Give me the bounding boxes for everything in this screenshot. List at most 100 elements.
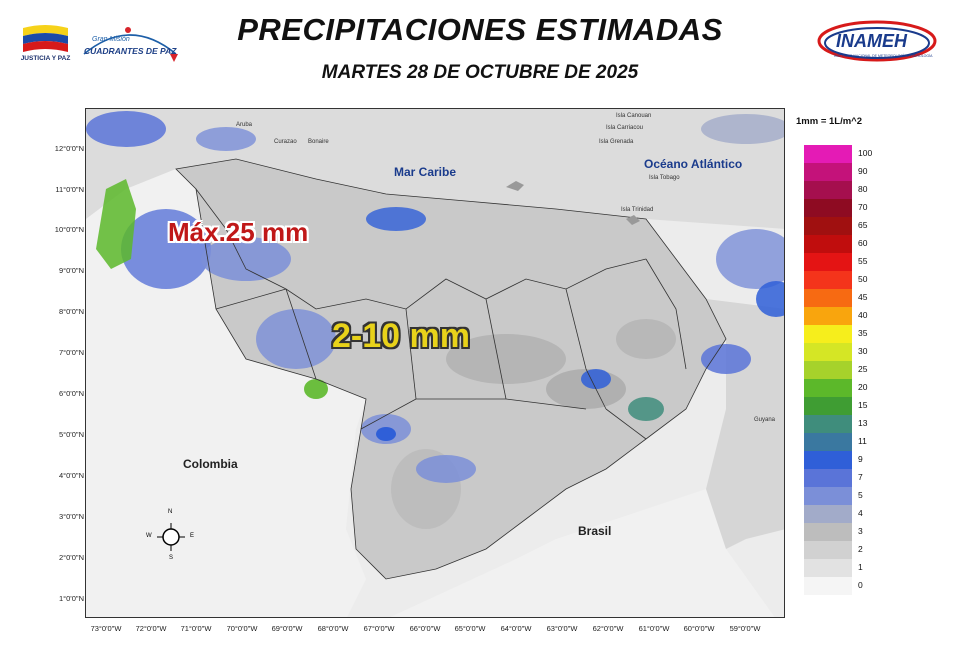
- legend-item: 60: [804, 235, 867, 253]
- precipitation-map: Mar Caribe Océano Atlántico Colombia Bra…: [85, 108, 785, 618]
- lon-label: 63°0'0"W: [546, 624, 578, 633]
- legend-swatch: [804, 379, 852, 397]
- lon-label: 71°0'0"W: [180, 624, 212, 633]
- legend-swatch: [804, 181, 852, 199]
- range-precipitation-label: 2-10 mm: [332, 317, 470, 355]
- lat-label: 5°0'0"N: [58, 430, 84, 439]
- legend-swatch: [804, 523, 852, 541]
- legend-label: 35: [858, 328, 868, 338]
- compass-n: N: [168, 509, 173, 515]
- lon-label: 60°0'0"W: [683, 624, 715, 633]
- lat-label: 7°0'0"N: [58, 348, 84, 357]
- legend-item: 100: [804, 145, 872, 163]
- lat-label: 11°0'0"N: [55, 185, 84, 194]
- legend-item: 15: [804, 397, 867, 415]
- legend-swatch: [804, 253, 852, 271]
- island-label: Aruba: [236, 122, 253, 128]
- lon-label: 65°0'0"W: [454, 624, 486, 633]
- justicia-y-paz-logo: JUSTICIA Y PAZ: [18, 22, 73, 70]
- legend-item: 80: [804, 181, 867, 199]
- legend-item: 55: [804, 253, 867, 271]
- legend-item: 90: [804, 163, 867, 181]
- legend-item: 20: [804, 379, 867, 397]
- lat-label: 6°0'0"N: [58, 389, 84, 398]
- legend-label: 15: [858, 400, 868, 410]
- legend-label: 5: [858, 490, 863, 500]
- island-label: Isla Canouan: [616, 113, 652, 119]
- cuadrantes-de-paz-logo: Gran Misión CUADRANTES DE PAZ: [80, 24, 180, 68]
- sea-label-caribe: Mar Caribe: [394, 165, 457, 179]
- legend-item: 5: [804, 487, 863, 505]
- legend-label: 3: [858, 526, 863, 536]
- legend-swatch: [804, 361, 852, 379]
- legend-label: 7: [858, 472, 863, 482]
- compass-rose: [157, 523, 185, 551]
- compass-s: S: [169, 555, 174, 561]
- legend-item: 35: [804, 325, 867, 343]
- cuadrantes-line1: Gran Misión: [92, 36, 130, 43]
- lat-label: 3°0'0"N: [58, 512, 84, 521]
- inameh-name: INAMEH: [836, 31, 907, 51]
- inameh-tagline: INSTITUTO NACIONAL DE METEOROLOGÍA E HID…: [834, 54, 933, 58]
- island-label: Isla Trinidad: [621, 207, 654, 213]
- legend-label: 20: [858, 382, 868, 392]
- legend-swatch: [804, 469, 852, 487]
- legend-item: 40: [804, 307, 867, 325]
- lon-label: 69°0'0"W: [271, 624, 303, 633]
- lon-label: 72°0'0"W: [135, 624, 167, 633]
- legend-label: 13: [858, 418, 868, 428]
- legend-item: 9: [804, 451, 863, 469]
- lat-label: 4°0'0"N: [58, 471, 84, 480]
- legend-label: 0: [858, 580, 863, 590]
- legend-label: 65: [858, 220, 868, 230]
- legend-item: 7: [804, 469, 863, 487]
- legend-label: 100: [858, 148, 873, 158]
- legend-swatch: [804, 415, 852, 433]
- max-precipitation-label: Máx.25 mm: [168, 217, 309, 247]
- island-label: Isla Grenada: [599, 139, 634, 145]
- inameh-logo: INAMEH INSTITUTO NACIONAL DE METEOROLOGÍ…: [814, 18, 940, 68]
- country-label-colombia: Colombia: [183, 457, 238, 471]
- legend-swatch: [804, 145, 852, 163]
- legend-swatch: [804, 577, 852, 595]
- legend-item: 30: [804, 343, 867, 361]
- lon-label: 70°0'0"W: [226, 624, 258, 633]
- legend-item: 70: [804, 199, 867, 217]
- legend-item: 25: [804, 361, 867, 379]
- legend-item: 4: [804, 505, 863, 523]
- island-label: Curazao: [274, 139, 297, 145]
- compass-e: E: [190, 533, 195, 539]
- legend-swatch: [804, 451, 852, 469]
- legend-label: 1: [858, 562, 863, 572]
- lat-label: 9°0'0"N: [58, 266, 84, 275]
- legend-label: 2: [858, 544, 863, 554]
- legend-label: 11: [858, 436, 867, 446]
- legend-swatch: [804, 505, 852, 523]
- legend-item: 65: [804, 217, 867, 235]
- legend-swatch: [804, 343, 852, 361]
- justicia-y-paz-text: JUSTICIA Y PAZ: [20, 55, 71, 62]
- legend-swatch: [804, 325, 852, 343]
- legend-swatch: [804, 487, 852, 505]
- island-label: Isla Tobago: [649, 175, 680, 181]
- legend-item: 3: [804, 523, 863, 541]
- legend-item: 1: [804, 559, 863, 577]
- legend-swatch: [804, 163, 852, 181]
- legend-item: 0: [804, 577, 863, 595]
- legend-swatch: [804, 397, 852, 415]
- lon-label: 59°0'0"W: [729, 624, 761, 633]
- lon-label: 67°0'0"W: [363, 624, 395, 633]
- lon-label: 61°0'0"W: [638, 624, 670, 633]
- legend-swatch: [804, 235, 852, 253]
- country-label-guyana: Guyana: [754, 417, 776, 423]
- lat-label: 2°0'0"N: [58, 553, 84, 562]
- country-label-brasil: Brasil: [578, 524, 612, 538]
- legend-swatch: [804, 541, 852, 559]
- legend-label: 25: [858, 364, 868, 374]
- lon-label: 73°0'0"W: [90, 624, 122, 633]
- page-title: PRECIPITACIONES ESTIMADAS: [237, 12, 723, 47]
- legend-label: 40: [858, 310, 868, 320]
- compass-w: W: [146, 533, 152, 539]
- island-label: Isla Carriacou: [606, 125, 644, 131]
- lon-label: 66°0'0"W: [409, 624, 441, 633]
